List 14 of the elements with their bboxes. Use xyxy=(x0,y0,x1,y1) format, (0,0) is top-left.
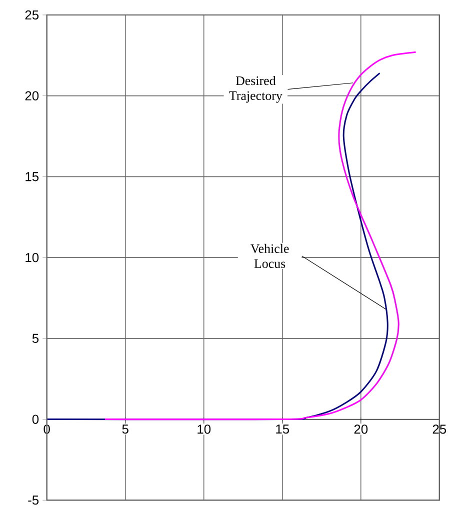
y-tick-label: 5 xyxy=(32,334,38,343)
x-tick-label: 20 xyxy=(354,424,368,434)
line-series xyxy=(104,51,416,420)
x-tick-label: 10 xyxy=(197,424,210,434)
y-tick-label: -5 xyxy=(28,496,38,505)
x-tick-label: 15 xyxy=(276,424,289,434)
annotation: Vehicle Locus xyxy=(250,244,289,268)
y-tick-label: 15 xyxy=(25,172,38,182)
y-tick-label: 0 xyxy=(32,414,38,424)
annotation: Desired Trajectory xyxy=(228,76,282,103)
y-tick-label: 10 xyxy=(25,252,38,262)
x-tick-label: 5 xyxy=(122,424,128,434)
y-tick-label: 25 xyxy=(25,10,38,20)
y-tick-label: 20 xyxy=(25,91,38,100)
